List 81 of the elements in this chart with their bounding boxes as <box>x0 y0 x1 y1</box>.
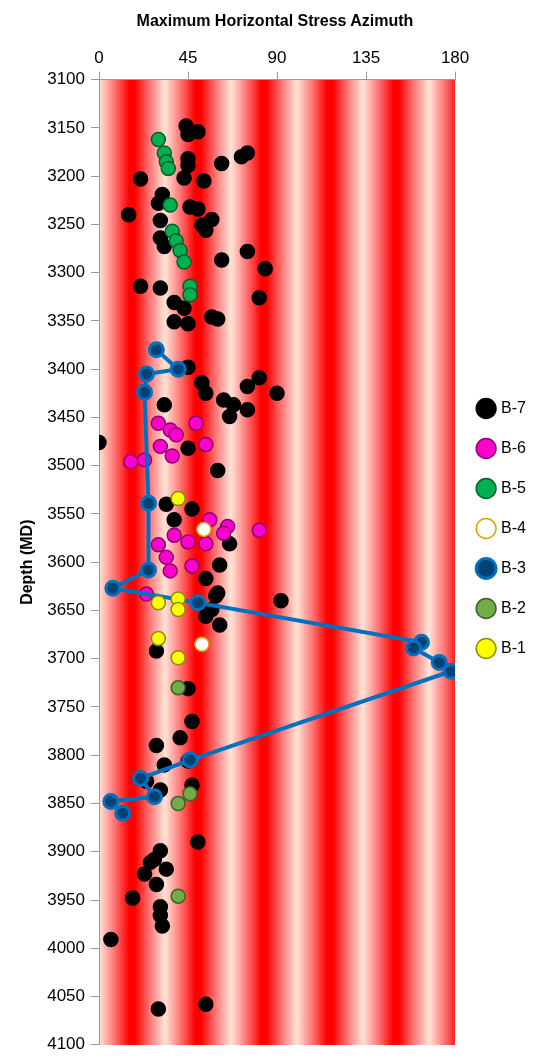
point <box>166 527 182 543</box>
legend-label: B-1 <box>501 638 527 656</box>
x-tick-label: 45 <box>178 48 198 68</box>
point <box>169 360 187 378</box>
point <box>102 793 120 811</box>
point <box>182 786 198 802</box>
point <box>198 536 214 552</box>
point <box>138 365 155 383</box>
legend-label: B-4 <box>501 518 527 536</box>
y-tick-label: 3550 <box>47 503 86 523</box>
point <box>189 594 207 612</box>
y-tick-label: 3800 <box>47 744 86 764</box>
y-tick-label: 3450 <box>47 407 86 427</box>
point <box>152 438 169 455</box>
point <box>198 436 214 453</box>
y-tick-label: 3500 <box>47 455 86 475</box>
point <box>176 254 192 270</box>
point <box>170 679 186 696</box>
point <box>158 549 175 566</box>
legend-label: B-3 <box>501 558 527 576</box>
y-tick-label: 4050 <box>47 986 86 1006</box>
point <box>160 160 177 177</box>
y-tick-label: 3850 <box>47 793 86 813</box>
point <box>150 131 167 148</box>
point <box>251 522 268 539</box>
point <box>196 521 212 538</box>
y-tick-label: 3750 <box>47 696 86 716</box>
y-tick-label: 3900 <box>47 841 86 861</box>
x-tick-label: 180 <box>440 48 470 68</box>
point <box>136 383 154 401</box>
point <box>164 448 180 464</box>
point <box>150 415 167 431</box>
point <box>162 563 178 579</box>
y-tick-label: 3200 <box>47 165 86 185</box>
point <box>180 534 196 550</box>
point <box>170 888 186 904</box>
point <box>188 415 204 431</box>
point <box>147 341 165 359</box>
y-tick-label: 3700 <box>47 648 86 668</box>
x-tick-label: 135 <box>351 48 381 68</box>
y-tick-label: 3650 <box>47 600 86 620</box>
point <box>184 558 200 574</box>
point <box>194 636 210 652</box>
x-tick-label: 0 <box>94 48 104 68</box>
point <box>430 654 448 672</box>
point <box>150 630 167 647</box>
x-tick-label: 90 <box>267 48 287 68</box>
point <box>182 287 198 303</box>
point <box>122 454 139 470</box>
point <box>170 601 186 618</box>
y-tick-label: 3400 <box>47 358 86 378</box>
point <box>170 650 186 666</box>
point <box>132 769 150 787</box>
point <box>150 537 167 553</box>
y-axis-title: Depth (MD) <box>18 519 36 605</box>
legend-label: B-6 <box>501 438 527 456</box>
y-tick-label: 3150 <box>47 117 86 137</box>
y-tick-label: 3300 <box>47 262 86 282</box>
point <box>215 525 232 541</box>
chart-title: Maximum Horizontal Stress Azimuth <box>136 12 414 30</box>
point <box>139 561 157 579</box>
y-tick-label: 3350 <box>47 310 86 330</box>
y-tick-label: 4000 <box>47 937 86 957</box>
point <box>114 804 132 822</box>
y-tick-label: 4100 <box>47 1034 86 1054</box>
y-tick-label: 3250 <box>47 214 86 234</box>
point <box>145 788 163 806</box>
point <box>162 197 178 213</box>
point <box>170 490 186 507</box>
legend-label: B-7 <box>501 398 527 416</box>
point <box>170 795 186 812</box>
y-tick-label: 3100 <box>47 69 86 89</box>
point <box>168 427 184 443</box>
y-tick-label: 3950 <box>47 889 86 909</box>
point <box>405 639 423 657</box>
point <box>139 494 157 512</box>
y-tick-label: 3600 <box>47 551 86 571</box>
point <box>150 594 167 611</box>
legend-label: B-5 <box>501 478 527 496</box>
point <box>104 579 122 597</box>
legend-label: B-2 <box>501 598 527 616</box>
